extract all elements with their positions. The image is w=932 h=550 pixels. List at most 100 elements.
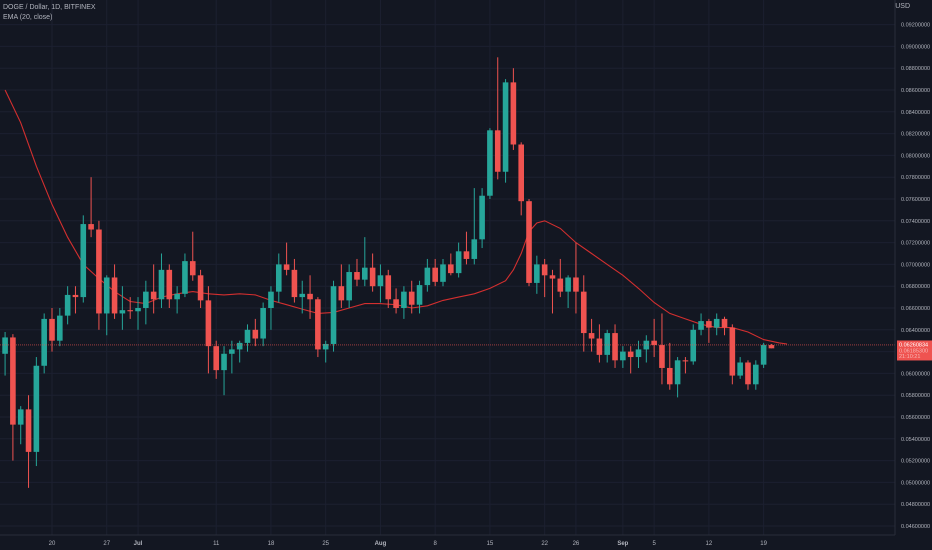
- candle-up[interactable]: [80, 215, 87, 303]
- symbol-legend[interactable]: DOGE / Dollar, 1D, BITFINEX: [3, 4, 96, 11]
- candle-down[interactable]: [706, 318, 712, 343]
- candle-down[interactable]: [651, 318, 657, 358]
- candle-up[interactable]: [737, 357, 743, 379]
- candle-down[interactable]: [549, 269, 556, 314]
- candle-down[interactable]: [197, 269, 204, 308]
- time-axis[interactable]: 20 27 Jul 11 18 25 Aug 8 15 22 26 Sep 5 12 19: [49, 541, 768, 547]
- candle-down[interactable]: [315, 297, 321, 358]
- candle-down[interactable]: [252, 318, 259, 347]
- candle-down[interactable]: [745, 360, 751, 390]
- candle-up[interactable]: [17, 406, 24, 445]
- candle-up[interactable]: [346, 264, 352, 308]
- candle-down[interactable]: [205, 286, 212, 374]
- candle-down[interactable]: [518, 142, 524, 216]
- candle-up[interactable]: [424, 258, 431, 292]
- candle-down[interactable]: [682, 357, 689, 374]
- candle-up[interactable]: [143, 280, 149, 325]
- candle-up[interactable]: [182, 253, 188, 298]
- candle-down[interactable]: [369, 253, 376, 292]
- candle-up[interactable]: [674, 357, 681, 398]
- candle-down[interactable]: [612, 324, 618, 368]
- candle-down[interactable]: [768, 343, 775, 349]
- candle-up[interactable]: [690, 324, 697, 365]
- candle-down[interactable]: [541, 258, 548, 298]
- candle-down[interactable]: [307, 275, 313, 319]
- candle-down[interactable]: [573, 242, 579, 314]
- candle-down[interactable]: [213, 340, 220, 379]
- candle-up[interactable]: [275, 253, 282, 303]
- candle-down[interactable]: [588, 318, 595, 352]
- candle-up[interactable]: [322, 340, 329, 363]
- candle-down[interactable]: [494, 57, 501, 180]
- candle-up[interactable]: [362, 237, 368, 287]
- candle-down[interactable]: [127, 297, 133, 319]
- candle-down[interactable]: [189, 231, 196, 281]
- candle-up[interactable]: [2, 331, 8, 376]
- candle-down[interactable]: [385, 269, 392, 308]
- candle-up[interactable]: [268, 286, 274, 330]
- candle-up[interactable]: [760, 342, 767, 368]
- candle-up[interactable]: [377, 264, 384, 303]
- candle-up[interactable]: [487, 128, 493, 199]
- candle-up[interactable]: [620, 346, 626, 368]
- candle-up[interactable]: [713, 313, 720, 336]
- indicator-legend[interactable]: EMA (20, close): [3, 14, 53, 21]
- candle-up[interactable]: [221, 346, 227, 396]
- candle-up[interactable]: [565, 275, 571, 308]
- candle-down[interactable]: [338, 264, 345, 308]
- candle-up[interactable]: [244, 324, 251, 352]
- candle-down[interactable]: [72, 286, 79, 314]
- candle-down[interactable]: [166, 264, 173, 308]
- candle-down[interactable]: [49, 308, 55, 352]
- candle-down[interactable]: [88, 177, 94, 238]
- candle-down[interactable]: [448, 253, 454, 276]
- candle-up[interactable]: [135, 297, 141, 330]
- candle-up[interactable]: [401, 286, 407, 319]
- candle-up[interactable]: [236, 340, 243, 363]
- candle-down[interactable]: [659, 313, 665, 385]
- candle-up[interactable]: [753, 360, 759, 390]
- candle-up[interactable]: [41, 313, 47, 374]
- candle-down[interactable]: [463, 231, 470, 265]
- candle-down[interactable]: [25, 395, 32, 488]
- candle-up[interactable]: [330, 280, 337, 352]
- candle-down[interactable]: [96, 220, 102, 330]
- candle-down[interactable]: [627, 346, 634, 374]
- candle-down[interactable]: [729, 324, 736, 385]
- candle-down[interactable]: [580, 275, 587, 352]
- candle-down[interactable]: [393, 288, 399, 314]
- candle-down[interactable]: [510, 68, 517, 150]
- candle-up[interactable]: [416, 280, 423, 314]
- candle-up[interactable]: [229, 340, 235, 374]
- candle-down[interactable]: [291, 258, 298, 303]
- candle-up[interactable]: [698, 313, 704, 336]
- candle-down[interactable]: [721, 316, 728, 336]
- candle-down[interactable]: [150, 264, 157, 314]
- candle-down[interactable]: [526, 199, 532, 287]
- candle-up[interactable]: [119, 286, 126, 330]
- candle-up[interactable]: [299, 280, 306, 314]
- candle-up[interactable]: [260, 302, 266, 347]
- candle-up[interactable]: [103, 275, 110, 336]
- candle-down[interactable]: [666, 342, 673, 390]
- candle-up[interactable]: [158, 253, 165, 309]
- candle-up[interactable]: [64, 286, 71, 325]
- candle-down[interactable]: [111, 264, 118, 319]
- candle-up[interactable]: [33, 357, 40, 467]
- candle-down[interactable]: [408, 280, 415, 314]
- candle-up[interactable]: [455, 242, 462, 278]
- candle-down[interactable]: [432, 258, 438, 287]
- candle-down[interactable]: [354, 258, 360, 287]
- candle-up[interactable]: [534, 255, 540, 294]
- candle-up[interactable]: [174, 286, 180, 314]
- candle-down[interactable]: [557, 258, 564, 298]
- candle-up[interactable]: [604, 329, 611, 363]
- candle-up[interactable]: [471, 188, 478, 265]
- candle-up[interactable]: [479, 188, 485, 249]
- candle-down[interactable]: [596, 324, 603, 363]
- price-axis[interactable]: 0.09200000 0.09000000 0.08800000 0.08600000…: [901, 23, 930, 530]
- candle-up[interactable]: [502, 79, 509, 183]
- candle-up[interactable]: [440, 258, 446, 287]
- candle-down[interactable]: [283, 242, 290, 276]
